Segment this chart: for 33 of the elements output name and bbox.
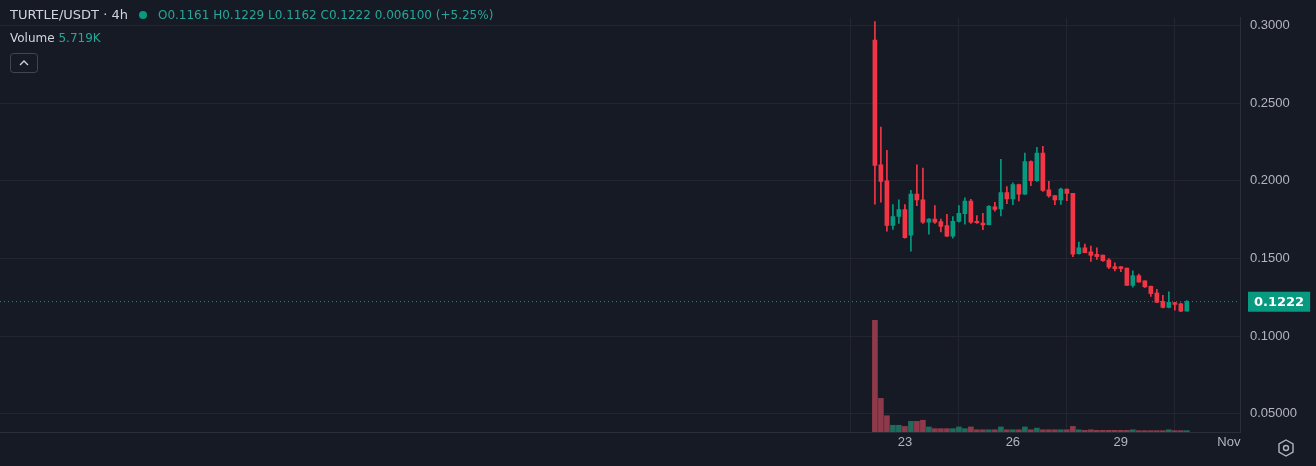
x-tick-label: 26	[1005, 434, 1021, 450]
y-tick-label: 0.2500	[1250, 94, 1290, 110]
y-tick-label: 0.1500	[1250, 250, 1290, 266]
candlestick	[1142, 280, 1148, 288]
annotation: 5.719K	[58, 31, 101, 45]
bar	[1004, 429, 1010, 432]
chart-title: TURTLE/USDT · 4h	[10, 7, 128, 22]
bar	[1028, 429, 1034, 432]
ref-line-label: 0.1222	[1254, 294, 1305, 310]
bar	[1166, 429, 1172, 432]
bar	[1058, 429, 1064, 432]
x-tick-label: 29	[1113, 434, 1129, 450]
bar	[908, 421, 914, 432]
bar	[1076, 429, 1082, 432]
x-tick-label: Nov	[1217, 434, 1241, 450]
candlestick	[1124, 267, 1130, 286]
x-tick-label: 23	[897, 434, 913, 450]
bar	[1010, 429, 1016, 432]
bar	[1034, 427, 1040, 432]
y-tick-label: 0.1000	[1250, 327, 1290, 343]
bar	[1130, 429, 1136, 432]
bar	[998, 426, 1004, 432]
bar	[902, 426, 908, 432]
y-tick-label: 0.2000	[1250, 172, 1290, 188]
y-tick-label: 0.3000	[1250, 16, 1290, 32]
chart-title: Volume	[10, 31, 55, 45]
y-tick-label: 0.05000	[1250, 405, 1297, 421]
bar	[1016, 429, 1022, 432]
bar	[1022, 426, 1028, 432]
bar	[986, 429, 992, 432]
annotation: O0.1161 H0.1229 L0.1162 C0.1222 0.006100 (+5.25%)	[157, 7, 494, 22]
bar	[992, 429, 998, 432]
bar	[926, 426, 932, 432]
